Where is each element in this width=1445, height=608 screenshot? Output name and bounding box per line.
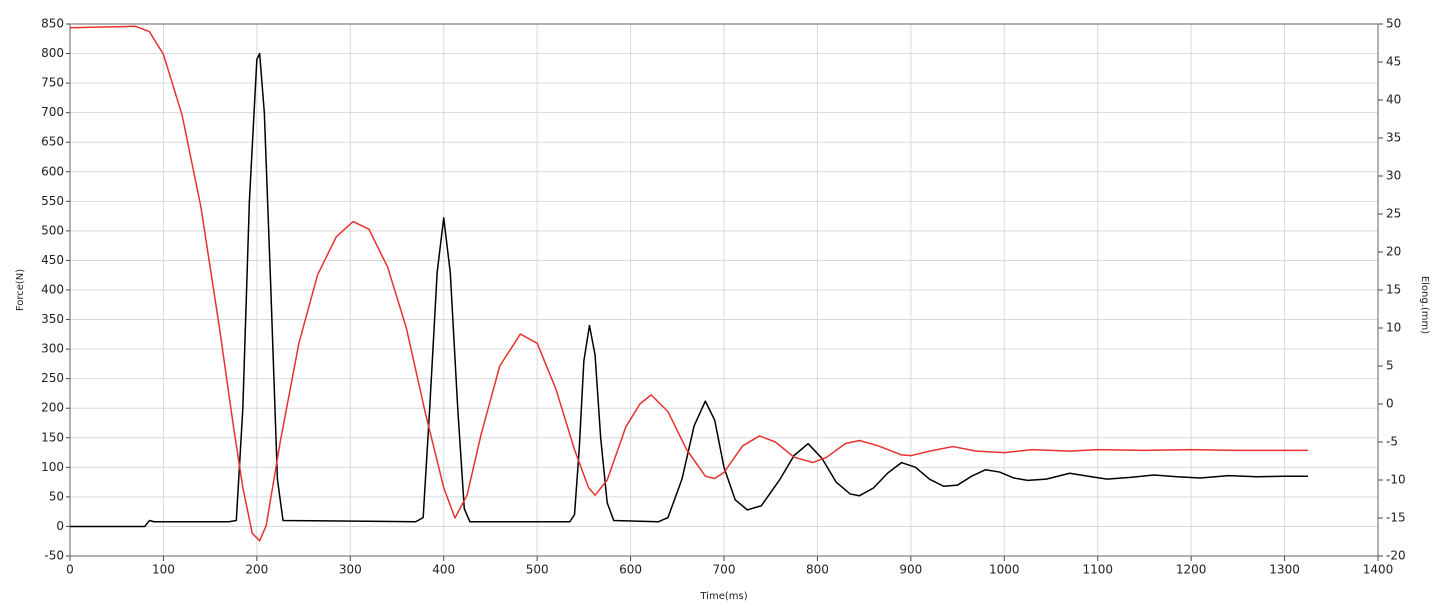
y-tick-label: 350 bbox=[41, 312, 64, 326]
y-tick-label: -50 bbox=[44, 549, 64, 563]
y-tick-label: 50 bbox=[49, 489, 64, 503]
y2-tick-label: -20 bbox=[1386, 549, 1406, 563]
x-tick-label: 0 bbox=[66, 563, 74, 577]
y-tick-label: 500 bbox=[41, 223, 64, 237]
y-tick-label: 700 bbox=[41, 105, 64, 119]
y-tick-label: 650 bbox=[41, 135, 64, 149]
y2-tick-label: 5 bbox=[1386, 359, 1394, 373]
x-tick-label: 1300 bbox=[1269, 563, 1300, 577]
y-tick-label: 250 bbox=[41, 371, 64, 385]
x-tick-label: 300 bbox=[339, 563, 362, 577]
y-tick-label: 400 bbox=[41, 283, 64, 297]
y-axis-title: Force(N) bbox=[15, 269, 26, 311]
y-tick-label: 300 bbox=[41, 342, 64, 356]
y2-tick-label: 40 bbox=[1386, 93, 1401, 107]
y-tick-label: 600 bbox=[41, 164, 64, 178]
x-tick-label: 100 bbox=[152, 563, 175, 577]
y2-tick-label: -15 bbox=[1386, 511, 1406, 525]
y2-axis-title: Elong.(mm) bbox=[1419, 276, 1430, 334]
y2-tick-label: 15 bbox=[1386, 283, 1401, 297]
y-tick-label: 750 bbox=[41, 76, 64, 90]
y2-tick-label: 30 bbox=[1386, 169, 1401, 183]
data-line bbox=[69, 25, 1308, 542]
x-axis-title: Time(ms) bbox=[699, 591, 747, 602]
y-tick-label: 100 bbox=[41, 460, 64, 474]
y-tick-label: 850 bbox=[41, 17, 64, 31]
y-tick-label: 550 bbox=[41, 194, 64, 208]
y2-tick-label: 45 bbox=[1386, 55, 1401, 69]
x-tick-label: 1000 bbox=[989, 563, 1020, 577]
x-tick-label: 1100 bbox=[1082, 563, 1113, 577]
y-tick-label: 200 bbox=[41, 401, 64, 415]
x-tick-label: 800 bbox=[806, 563, 829, 577]
y-tick-label: 800 bbox=[41, 46, 64, 60]
x-tick-label: 1400 bbox=[1363, 563, 1394, 577]
x-tick-label: 400 bbox=[432, 563, 455, 577]
y-tick-label: 150 bbox=[41, 430, 64, 444]
y2-tick-label: 20 bbox=[1386, 245, 1401, 259]
y2-tick-label: -5 bbox=[1386, 435, 1398, 449]
y2-tick-label: 25 bbox=[1386, 207, 1401, 221]
x-tick-label: 200 bbox=[245, 563, 268, 577]
y2-tick-label: 50 bbox=[1386, 17, 1401, 31]
y-tick-label: 450 bbox=[41, 253, 64, 267]
y-tick-label: 0 bbox=[56, 519, 64, 533]
x-tick-label: 600 bbox=[619, 563, 642, 577]
y2-tick-label: 0 bbox=[1386, 397, 1394, 411]
y2-tick-label: -10 bbox=[1386, 473, 1406, 487]
y2-tick-label: 10 bbox=[1386, 321, 1401, 335]
data-line bbox=[70, 52, 1308, 528]
plot-frame bbox=[69, 23, 1379, 557]
x-tick-label: 900 bbox=[899, 563, 922, 577]
x-tick-label: 500 bbox=[526, 563, 549, 577]
y2-tick-label: 35 bbox=[1386, 131, 1401, 145]
x-tick-label: 1200 bbox=[1176, 563, 1207, 577]
x-tick-label: 700 bbox=[713, 563, 736, 577]
